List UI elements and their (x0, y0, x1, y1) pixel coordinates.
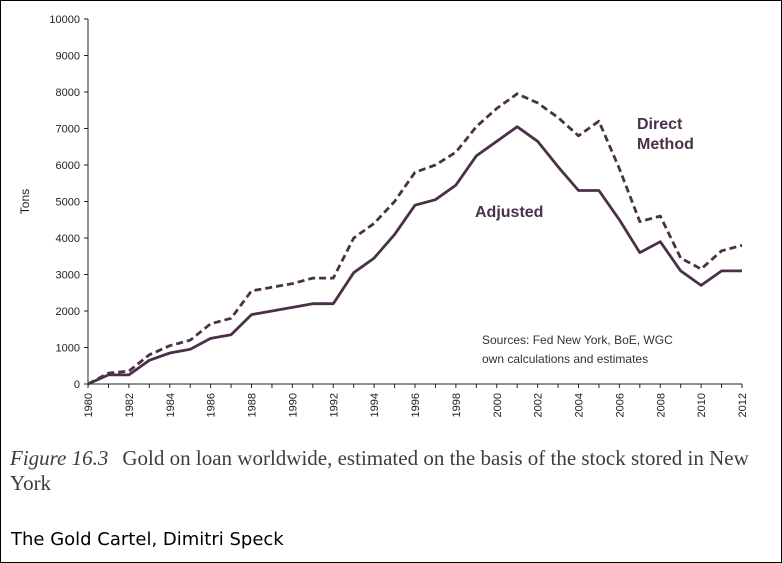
y-tick-label: 3000 (56, 270, 80, 282)
y-axis-title: Tons (18, 189, 32, 214)
series-label-adjusted: Adjusted (475, 204, 543, 221)
x-tick-label: 2012 (737, 393, 749, 417)
x-tick-label: 2010 (696, 393, 708, 417)
source-note-line2: own calculations and estimates (482, 352, 648, 366)
figure-caption-text: Gold on loan worldwide, estimated on the… (10, 446, 749, 495)
y-tick-label: 4000 (56, 233, 80, 245)
x-axis-ticks: 1980 1982 1984 1986 1988 1990 1992 1994 1996 1998… (83, 384, 749, 417)
figure-number: Figure 16.3 (10, 446, 109, 470)
x-tick-label: 1982 (124, 393, 136, 417)
y-tick-label: 8000 (56, 87, 80, 99)
series-label-direct-line2: Method (637, 136, 694, 153)
x-tick-label: 1984 (165, 393, 177, 417)
y-tick-label: 0 (74, 379, 80, 391)
series-label-direct-line1: Direct (637, 116, 683, 133)
y-tick-label: 7000 (56, 124, 80, 136)
x-tick-label: 1994 (369, 393, 381, 417)
chart: 0 1000 2000 3000 4000 5000 6000 7000 8000 9000 100… (18, 14, 749, 417)
series-line-direct-method (87, 92, 743, 386)
source-note-line1: Sources: Fed New York, BoE, WGC (482, 333, 673, 347)
x-tick-label: 1986 (206, 393, 218, 417)
series-line-adjusted (87, 125, 742, 386)
y-tick-label: 5000 (56, 197, 80, 209)
x-tick-label: 2002 (533, 393, 545, 417)
x-tick-label: 1992 (328, 393, 340, 417)
y-axis-ticks: 0 1000 2000 3000 4000 5000 6000 7000 8000 9000 100… (49, 14, 88, 391)
x-tick-label: 1980 (83, 393, 95, 417)
x-tick-label: 2000 (492, 393, 504, 417)
x-tick-label: 2008 (655, 393, 667, 417)
x-tick-label: 1988 (247, 393, 259, 417)
x-tick-label: 1998 (451, 393, 463, 417)
y-tick-label: 2000 (56, 306, 80, 318)
source-credit: The Gold Cartel, Dimitri Speck (11, 529, 284, 550)
y-tick-label: 1000 (56, 343, 80, 355)
x-tick-label: 1990 (287, 393, 299, 417)
y-tick-label: 6000 (56, 160, 80, 172)
x-tick-label: 2006 (614, 393, 626, 417)
x-tick-label: 1996 (410, 393, 422, 417)
y-tick-label: 10000 (49, 14, 80, 26)
x-tick-label: 2004 (574, 393, 586, 417)
y-tick-label: 9000 (56, 51, 80, 63)
figure-caption: Figure 16.3 Gold on loan worldwide, estim… (10, 446, 770, 496)
